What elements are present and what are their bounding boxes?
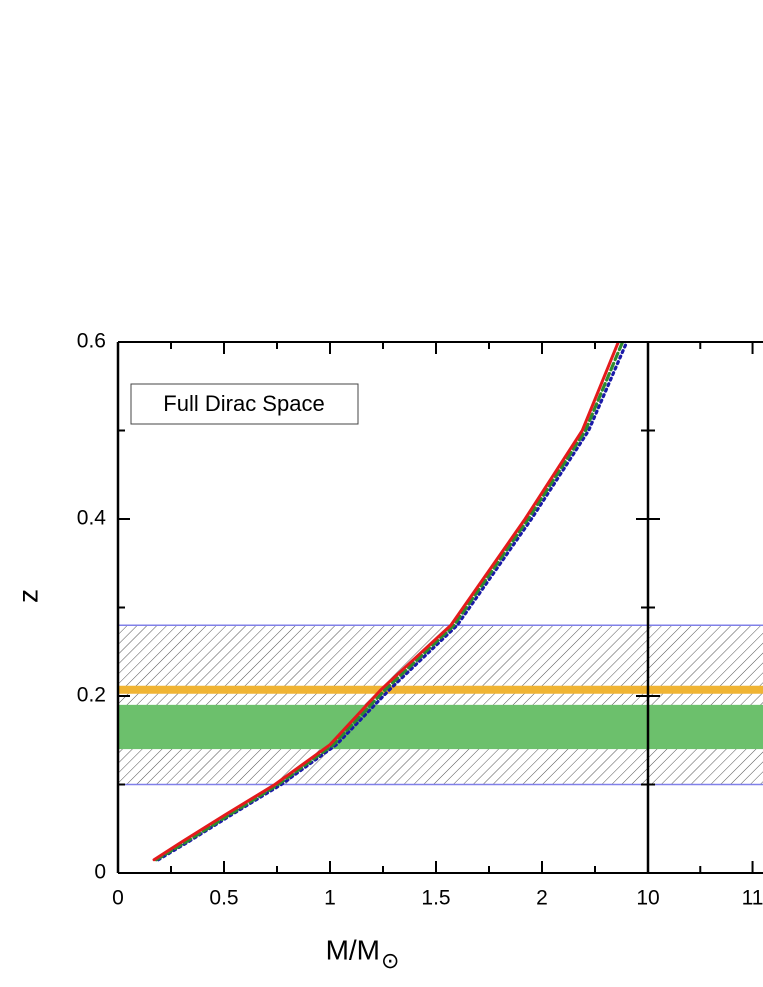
annotation-box: [130, 383, 359, 425]
x-tick-label: 0.5: [209, 887, 238, 910]
line-series: [154, 342, 625, 862]
y-tick-label: 0: [94, 861, 106, 884]
panel: [648, 624, 763, 786]
band: [118, 704, 648, 750]
x-tick-label: 2: [536, 887, 548, 910]
x-axis-label: M/M: [326, 934, 380, 965]
panel: [118, 342, 648, 862]
band: [648, 704, 763, 750]
y-tick-label: 0.2: [77, 684, 106, 707]
x-tick-label: 10: [636, 887, 659, 910]
x-tick-label: 11: [742, 887, 763, 910]
x-tick-label: 1: [324, 887, 336, 910]
y-tick-label: 0.6: [77, 330, 106, 353]
y-axis-label: z: [12, 589, 43, 603]
x-axis-label-sub: ⊙: [381, 948, 399, 973]
x-tick-label: 1.5: [421, 887, 450, 910]
x-tick-label: 0: [112, 887, 124, 910]
y-tick-label: 0.4: [77, 507, 107, 530]
annotation: Full Dirac Space: [163, 391, 324, 416]
plot: 0 0.5 1 1.5 2 0 0.2 0.4 0.6 10 11: [77, 330, 763, 910]
line-series: [152, 342, 620, 862]
